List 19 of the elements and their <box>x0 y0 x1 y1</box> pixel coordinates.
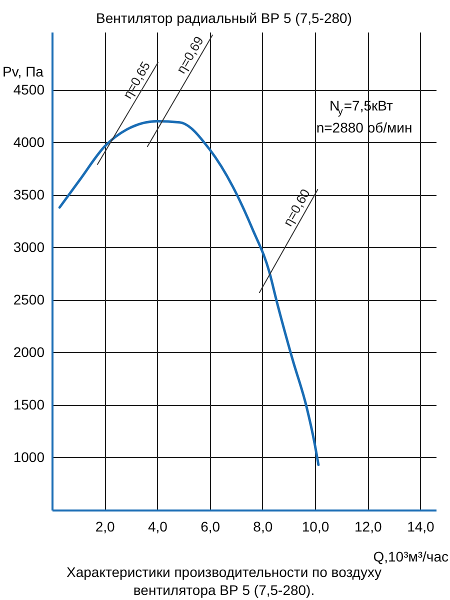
y-tick-label: 2000 <box>13 344 45 360</box>
y-tick-label: 4500 <box>13 81 45 98</box>
text: Характеристики производительности по воздуху вентилятора ВР 5 (7,5-280). <box>66 564 382 598</box>
x-tick-label: 4,0 <box>148 518 168 534</box>
x-tick-label: 6,0 <box>200 518 220 534</box>
y-axis-title: Pv, Па <box>2 64 44 80</box>
x-tick-label: 8,0 <box>253 518 273 534</box>
x-tick-label: 2,0 <box>95 518 116 534</box>
y-tick-label: 1500 <box>13 396 45 412</box>
x-tick-label: 14,0 <box>407 518 435 534</box>
x-axis-title: Q,10³м³/час <box>373 548 448 564</box>
chart-title: Вентилятор радиальный ВР 5 (7,5-280) <box>96 10 352 26</box>
y-tick-label: 3500 <box>13 186 45 202</box>
y-tick-label: 1000 <box>13 448 45 465</box>
x-tick-label: 10,0 <box>302 518 330 534</box>
y-tick-label: 3000 <box>13 238 45 255</box>
x-tick-label: 12,0 <box>354 518 382 534</box>
y-tick-label: 4000 <box>13 134 45 150</box>
y-tick-label: 2500 <box>13 291 45 308</box>
